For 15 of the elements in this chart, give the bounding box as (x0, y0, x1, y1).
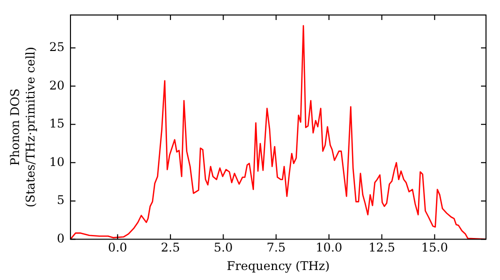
x-tick-label: 15.0 (421, 240, 448, 255)
y-axis-title: Phonon DOS (States/THz·primitive cell) (8, 46, 38, 208)
x-tick-label: 2.5 (160, 240, 180, 255)
x-tick-label: 7.5 (266, 240, 286, 255)
x-tick-label: 12.5 (368, 240, 396, 255)
y-tick-label: 5 (56, 193, 64, 208)
x-axis-title: Frequency (THz) (226, 258, 330, 273)
y-tick-label: 20 (49, 78, 64, 92)
y-tick-label: 10 (49, 154, 64, 169)
x-tick-label: 10.0 (316, 240, 342, 255)
x-tick-label: 5.0 (214, 240, 233, 255)
y-tick-label: 25 (49, 40, 64, 54)
x-tick-label: 0.0 (108, 240, 128, 255)
y-tick-label: 0 (56, 231, 64, 246)
y-tick-label: 15 (49, 116, 64, 131)
